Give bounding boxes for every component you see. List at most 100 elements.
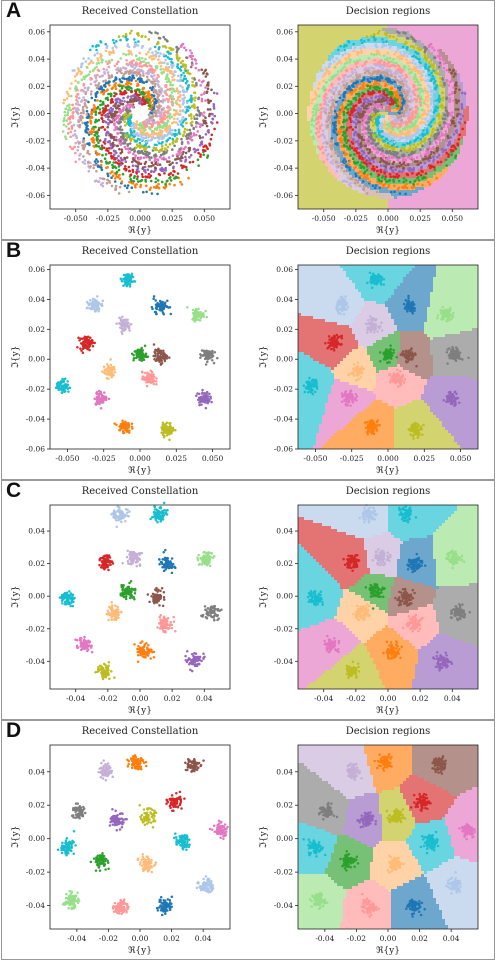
region-cell [460,52,464,56]
region-cell [445,34,449,38]
region-cell [361,46,365,50]
point [73,75,77,78]
region-cell [397,91,401,95]
point [134,146,138,150]
region-cell [415,85,419,89]
region-cell [391,37,395,41]
point [73,145,76,149]
region-cell [322,49,326,53]
region-cell [406,25,410,29]
region-cell [406,64,410,68]
point [142,121,145,124]
region-cell [340,79,344,83]
point [158,90,161,94]
region-cell [457,67,461,71]
region-cell [298,91,302,95]
point [178,90,182,94]
point [99,103,102,107]
region-cell [454,139,458,143]
region-cell [466,79,470,83]
region-cell [298,148,302,152]
point [202,111,206,114]
region-cell [430,85,434,89]
region-cell [394,31,398,35]
point [114,135,118,139]
point [97,128,101,132]
point [104,97,108,100]
region-cell [346,37,350,41]
region-cell [334,139,338,143]
region-cell [457,34,461,38]
region-cell [307,148,311,152]
region-cell [475,118,478,122]
region-cell [421,52,425,56]
region-cell [301,115,305,119]
region-cell [457,37,461,41]
region-cell [391,67,395,71]
region-cell [415,82,419,86]
region-cell [307,88,311,92]
point [121,158,124,162]
region-cell [424,94,428,98]
region-cell [463,124,467,128]
point [127,72,131,76]
region-cell [388,43,392,47]
point [150,135,153,139]
region-cell [466,136,470,140]
region-cell [316,91,320,95]
point [148,48,151,51]
point [152,163,155,167]
region-cell [367,82,371,86]
point [173,177,176,180]
region-cell [307,79,311,83]
region-cell [421,31,425,35]
region-cell [331,58,335,62]
region-cell [448,64,452,68]
point [210,88,213,92]
spiral-arm-5 [106,68,213,170]
point [139,60,143,64]
region-cell [346,64,350,68]
region-cell [391,109,395,113]
region-cell [406,40,410,44]
region-cell [463,52,467,56]
point [150,31,153,35]
region-cell [343,70,347,74]
region-cell [397,49,401,53]
region-cell [370,55,374,59]
region-cell [385,79,389,83]
point [70,127,74,130]
region-cell [472,148,476,152]
region-cell [448,76,452,80]
point [189,114,192,117]
point [162,98,165,101]
point [160,89,164,92]
point [181,121,184,124]
point [68,118,71,121]
point [153,45,157,49]
region-cell [328,67,332,71]
region-cell [361,58,365,62]
region-cell [463,37,467,41]
region-cell [445,94,449,98]
region-cell [331,91,335,95]
region-cell [469,106,473,110]
point [113,177,117,180]
region-cell [397,37,401,41]
point [124,147,128,151]
point [124,67,128,70]
point [138,157,141,160]
point [194,96,197,99]
point [88,152,91,156]
region-cell [442,31,446,35]
region-cell [331,88,335,92]
point [130,79,133,82]
region-cell [313,142,317,146]
region-cell [367,61,371,65]
point [143,102,147,105]
point [77,120,80,124]
point [102,80,105,83]
point [165,80,169,84]
point [66,113,69,117]
point [133,156,137,160]
